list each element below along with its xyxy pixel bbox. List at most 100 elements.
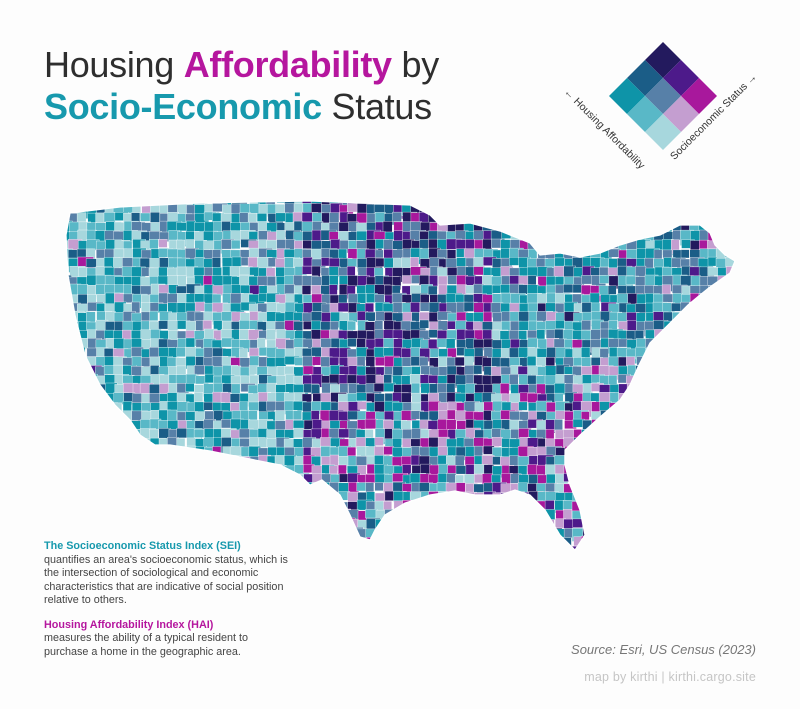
county-cell bbox=[104, 518, 118, 535]
county-cell bbox=[438, 203, 448, 215]
county-cell bbox=[510, 221, 520, 234]
county-cell bbox=[194, 509, 207, 525]
county-cell bbox=[744, 419, 750, 431]
county-cell bbox=[726, 393, 735, 406]
county-cell bbox=[625, 203, 640, 216]
county-cell bbox=[149, 454, 162, 467]
county-cell bbox=[284, 482, 294, 494]
county-cell bbox=[536, 204, 546, 216]
county-cell bbox=[510, 555, 525, 560]
county-cell bbox=[689, 329, 703, 342]
title-socio-economic: Socio-Economic bbox=[44, 86, 322, 127]
county-cell bbox=[608, 483, 625, 497]
county-cell bbox=[698, 411, 708, 423]
county-cell bbox=[610, 555, 624, 560]
county-cell bbox=[554, 276, 565, 286]
county-cell bbox=[66, 455, 70, 472]
county-cell bbox=[654, 384, 669, 400]
county-cell bbox=[347, 556, 362, 560]
county-cell bbox=[644, 221, 657, 237]
county-cell bbox=[572, 203, 585, 217]
county-cell bbox=[66, 527, 73, 538]
county-cell bbox=[195, 465, 206, 475]
county-cell bbox=[672, 545, 687, 550]
county-cell bbox=[204, 201, 220, 204]
county-cell bbox=[608, 519, 620, 533]
county-cell bbox=[626, 201, 636, 204]
county-cell bbox=[517, 482, 528, 499]
county-cell bbox=[311, 438, 322, 449]
county-cell bbox=[743, 293, 750, 304]
county-cell bbox=[563, 204, 578, 217]
county-cell bbox=[681, 545, 690, 550]
county-cell bbox=[319, 500, 332, 515]
county-cell bbox=[627, 473, 644, 488]
county-cell bbox=[78, 429, 89, 442]
county-cell bbox=[78, 411, 89, 426]
county-cell bbox=[87, 294, 97, 304]
county-cell bbox=[518, 527, 532, 540]
county-cell bbox=[717, 510, 731, 521]
county-cell bbox=[536, 536, 548, 549]
county-cell bbox=[483, 500, 493, 515]
county-cell bbox=[114, 482, 127, 493]
county-cell bbox=[168, 483, 182, 498]
county-cell bbox=[141, 465, 151, 482]
county-cell bbox=[473, 536, 488, 550]
county-cell bbox=[104, 329, 115, 339]
county-cell bbox=[725, 446, 735, 464]
county-cell bbox=[77, 437, 94, 454]
county-cell bbox=[653, 482, 664, 499]
county-cell bbox=[185, 383, 195, 392]
county-cell bbox=[717, 329, 727, 344]
county-cell bbox=[474, 201, 486, 210]
county-cell bbox=[375, 556, 387, 560]
county-cell bbox=[374, 437, 384, 446]
county-cell bbox=[573, 239, 588, 253]
county-cell bbox=[275, 204, 286, 214]
county-cell bbox=[663, 393, 680, 407]
county-cell bbox=[582, 473, 595, 484]
county-cell bbox=[689, 384, 701, 399]
county-cell bbox=[535, 230, 549, 245]
county-cell bbox=[726, 419, 735, 429]
county-cell bbox=[302, 365, 315, 375]
county-cell bbox=[726, 427, 735, 443]
county-cell bbox=[66, 321, 77, 336]
county-cell bbox=[365, 555, 374, 560]
county-cell bbox=[373, 383, 385, 392]
county-cell bbox=[77, 356, 87, 367]
county-cell bbox=[635, 437, 645, 453]
county-cell bbox=[698, 519, 715, 535]
county-cell bbox=[266, 518, 283, 531]
county-cell bbox=[735, 249, 750, 262]
county-cell bbox=[437, 527, 448, 544]
county-cell bbox=[149, 519, 166, 531]
county-cell bbox=[617, 508, 631, 525]
county-cell bbox=[726, 275, 735, 287]
county-cell bbox=[708, 545, 721, 550]
county-cell bbox=[644, 374, 656, 385]
county-cell bbox=[726, 348, 735, 359]
county-cell bbox=[734, 473, 735, 486]
county-cell bbox=[744, 231, 750, 242]
county-cell bbox=[589, 203, 603, 217]
sei-note-text: quantifies an area's socioeconomic statu… bbox=[44, 553, 288, 607]
county-cell bbox=[689, 393, 700, 410]
county-cell bbox=[662, 356, 676, 370]
county-cell bbox=[744, 204, 750, 215]
county-cell bbox=[527, 519, 538, 536]
county-cell bbox=[66, 356, 68, 367]
county-cell bbox=[645, 384, 657, 401]
county-cell bbox=[689, 302, 706, 314]
county-cell bbox=[104, 464, 120, 476]
county-cell bbox=[662, 537, 677, 550]
county-cell bbox=[392, 527, 407, 537]
county-cell bbox=[636, 312, 646, 323]
county-cell bbox=[500, 248, 511, 260]
county-cell bbox=[104, 501, 117, 513]
county-cell bbox=[689, 365, 700, 378]
county-cell bbox=[339, 383, 349, 394]
county-cell bbox=[301, 527, 312, 540]
county-cell bbox=[645, 500, 658, 518]
